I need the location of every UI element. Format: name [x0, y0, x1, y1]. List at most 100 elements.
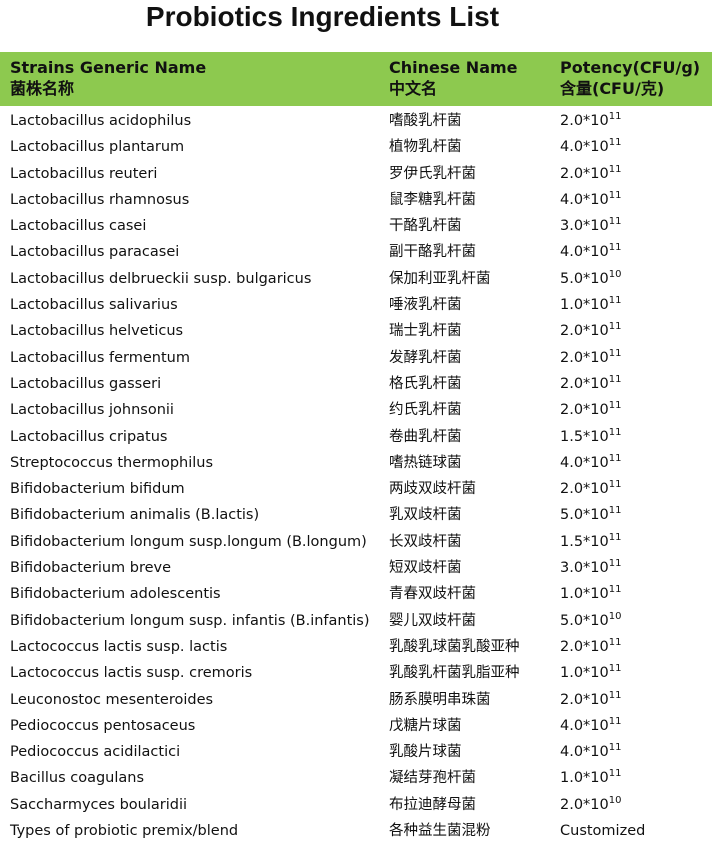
strain-name: Pediococcus acidilactici — [10, 744, 181, 761]
potency: 5.0*1011 — [560, 502, 622, 528]
chinese-name: 嗜热链球菌 — [389, 454, 462, 471]
potency: 5.0*1010 — [560, 266, 622, 292]
strain-name: Bifidobacterium longum susp.longum (B.lo… — [10, 533, 367, 550]
strain-name: Lactobacillus gasseri — [10, 375, 162, 392]
potency: 1.0*1011 — [560, 292, 622, 318]
potency: 1.0*1011 — [560, 765, 622, 791]
table-row: Lactococcus lactis susp. cremoris 乳酸乳杆菌乳脂… — [0, 660, 712, 686]
potency-base: 5.0*10 — [560, 270, 609, 287]
table-row: Lactobacillus acidophilus 嗜酸乳杆菌 2.0*1011 — [0, 108, 712, 134]
chinese-name: 乳酸乳杆菌乳脂亚种 — [389, 665, 520, 682]
potency-exponent: 11 — [608, 531, 622, 543]
potency-exponent: 11 — [608, 663, 622, 675]
potency-base: 1.0*10 — [560, 665, 609, 682]
table-row: Lactobacillus delbrueckii susp. bulgaric… — [0, 266, 712, 292]
potency-base: 4.0*10 — [560, 717, 609, 734]
potency: 2.0*1011 — [560, 318, 622, 344]
potency: 3.0*1011 — [560, 213, 622, 239]
potency-base: 3.0*10 — [560, 560, 609, 577]
strain-name: Lactobacillus helveticus — [10, 323, 184, 340]
potency: Customized — [560, 818, 645, 844]
table-row: Bacillus coagulans 凝结芽孢杆菌 1.0*1011 — [0, 765, 712, 791]
strain-name: Bifidobacterium longum susp. infantis (B… — [10, 612, 370, 629]
potency: 1.0*1011 — [560, 581, 622, 607]
potency-base: 2.0*10 — [560, 349, 609, 366]
potency-exponent: 11 — [608, 768, 622, 780]
potency: 4.0*1011 — [560, 239, 622, 265]
potency-exponent: 11 — [608, 715, 622, 727]
potency-exponent: 11 — [608, 373, 622, 385]
potency-base: 2.0*10 — [560, 165, 609, 182]
potency-base: 4.0*10 — [560, 744, 609, 761]
table-row: Pediococcus acidilactici 乳酸片球菌 4.0*1011 — [0, 739, 712, 765]
header-potency-cn: 含量(CFU/克) — [560, 79, 665, 98]
potency-exponent: 11 — [608, 505, 622, 517]
potency-exponent: 11 — [608, 111, 622, 122]
table-row: Lactobacillus johnsonii 约氏乳杆菌 2.0*1011 — [0, 397, 712, 423]
chinese-name: 植物乳杆菌 — [389, 139, 462, 156]
strain-name: Bifidobacterium bifidum — [10, 481, 185, 498]
chinese-name: 保加利亚乳杆菌 — [389, 270, 491, 287]
potency: 4.0*1011 — [560, 187, 622, 213]
table-row: Types of probiotic premix/blend 各种益生菌混粉 Cu… — [0, 818, 712, 844]
chinese-name: 卷曲乳杆菌 — [389, 428, 462, 445]
strain-name: Bifidobacterium adolescentis — [10, 586, 221, 603]
potency-base: 5.0*10 — [560, 612, 609, 629]
chinese-name: 青春双歧杆菌 — [389, 586, 476, 603]
potency: 4.0*1011 — [560, 713, 622, 739]
strain-name: Lactococcus lactis susp. cremoris — [10, 665, 253, 682]
potency: 1.5*1011 — [560, 424, 622, 450]
potency-exponent: 11 — [608, 584, 622, 596]
potency-exponent: 11 — [608, 137, 622, 149]
potency-exponent: 10 — [608, 268, 622, 280]
potency: 4.0*1011 — [560, 450, 622, 476]
potency-exponent: 11 — [608, 189, 622, 201]
chinese-name: 戊糖片球菌 — [389, 717, 462, 734]
chinese-name: 各种益生菌混粉 — [389, 823, 491, 840]
strain-name: Saccharmyces boularidii — [10, 796, 188, 813]
strain-name: Bifidobacterium breve — [10, 560, 172, 577]
potency-base: 4.0*10 — [560, 244, 609, 261]
potency-exponent: 11 — [608, 742, 622, 754]
chinese-name: 乳酸片球菌 — [389, 744, 462, 761]
potency: 4.0*1011 — [560, 739, 622, 765]
potency-exponent: 11 — [608, 321, 622, 333]
potency-exponent: 11 — [608, 400, 622, 412]
strain-name: Lactobacillus salivarius — [10, 297, 178, 314]
table-row: Bifidobacterium longum susp. infantis (B… — [0, 608, 712, 634]
chinese-name: 唾液乳杆菌 — [389, 297, 462, 314]
table-row: Lactobacillus helveticus 瑞士乳杆菌 2.0*1011 — [0, 318, 712, 344]
potency: 2.0*1010 — [560, 792, 622, 818]
chinese-name: 发酵乳杆菌 — [389, 349, 462, 366]
potency: 2.0*1011 — [560, 476, 622, 502]
potency-base: 3.0*10 — [560, 218, 609, 235]
chinese-name: 两歧双歧杆菌 — [389, 481, 476, 498]
potency-base: 2.0*10 — [560, 375, 609, 392]
chinese-name: 乳酸乳球菌乳酸亚种 — [389, 638, 520, 655]
potency-exponent: 11 — [608, 426, 622, 438]
potency-exponent: 11 — [608, 216, 622, 228]
table-row: Lactobacillus casei 干酪乳杆菌 3.0*1011 — [0, 213, 712, 239]
chinese-name: 婴儿双歧杆菌 — [389, 612, 476, 629]
header-strain-name: Strains Generic Name 菌株名称 — [10, 57, 206, 99]
potency-base: 5.0*10 — [560, 507, 609, 524]
potency-base: 1.5*10 — [560, 428, 609, 445]
table-row: Bifidobacterium longum susp.longum (B.lo… — [0, 529, 712, 555]
potency-base: 2.0*10 — [560, 796, 609, 813]
table-row: Bifidobacterium breve 短双歧杆菌 3.0*1011 — [0, 555, 712, 581]
table-row: Bifidobacterium adolescentis 青春双歧杆菌 1.0*10… — [0, 581, 712, 607]
table-row: Lactobacillus cripatus 卷曲乳杆菌 1.5*1011 — [0, 424, 712, 450]
header-potency: Potency(CFU/g) 含量(CFU/克) — [560, 57, 700, 99]
chinese-name: 副干酪乳杆菌 — [389, 244, 476, 261]
potency-exponent: 11 — [608, 347, 622, 359]
potency-base: Customized — [560, 823, 646, 840]
header-strain-name-en: Strains Generic Name — [10, 58, 207, 77]
table-row: Leuconostoc mesenteroides 肠系膜明串珠菌 2.0*1011 — [0, 687, 712, 713]
header-potency-en: Potency(CFU/g) — [560, 58, 701, 77]
potency-exponent: 11 — [608, 242, 622, 254]
potency: 2.0*1011 — [560, 634, 622, 660]
page-title: Probiotics Ingredients List — [145, 1, 500, 32]
potency-base: 2.0*10 — [560, 481, 609, 498]
table-row: Lactobacillus paracasei 副干酪乳杆菌 4.0*1011 — [0, 239, 712, 265]
strain-name: Leuconostoc mesenteroides — [10, 691, 214, 708]
